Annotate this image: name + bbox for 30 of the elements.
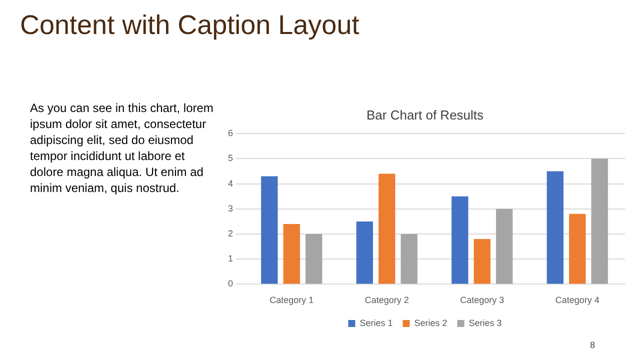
y-tick-label: 6: [228, 128, 234, 138]
legend-label: Series 1: [360, 318, 393, 328]
x-tick-label: Category 4: [555, 295, 600, 306]
bar: [356, 221, 373, 284]
bar: [400, 234, 418, 284]
bar: [474, 239, 490, 284]
y-tick-label: 3: [228, 203, 234, 214]
bar: [546, 171, 564, 284]
legend-label: Series 3: [468, 318, 502, 328]
y-tick-label: 2: [228, 228, 234, 238]
text: As you can see in this chart, lorem ipsum dolor sit amet, consectetur adipiscing elit, sed do eiusmod tempor incididunt ut labore et dolore magna aliqua. Ut enim ad minim veniam, quis nostrud.: [30, 100, 214, 196]
bar: [306, 234, 322, 284]
bar: [496, 208, 513, 284]
bar: [591, 158, 608, 284]
text: Content with Caption Layout: [20, 10, 360, 41]
bar: [452, 196, 468, 284]
bar: [283, 224, 300, 284]
bar: [378, 174, 396, 284]
y-tick-label: 0: [228, 278, 234, 289]
y-tick-label: 5: [228, 153, 234, 164]
legend-label: Series 2: [414, 318, 448, 328]
x-tick-label: Category 1: [270, 295, 314, 306]
chart-title: Bar Chart of Results: [366, 107, 484, 122]
y-tick-label: 4: [228, 178, 234, 188]
y-tick-label: 1: [228, 254, 234, 264]
bar: [569, 214, 586, 284]
text: 8: [590, 340, 596, 350]
x-tick-label: Category 2: [364, 295, 409, 306]
bar: [261, 176, 278, 284]
x-tick-label: Category 3: [460, 295, 504, 306]
